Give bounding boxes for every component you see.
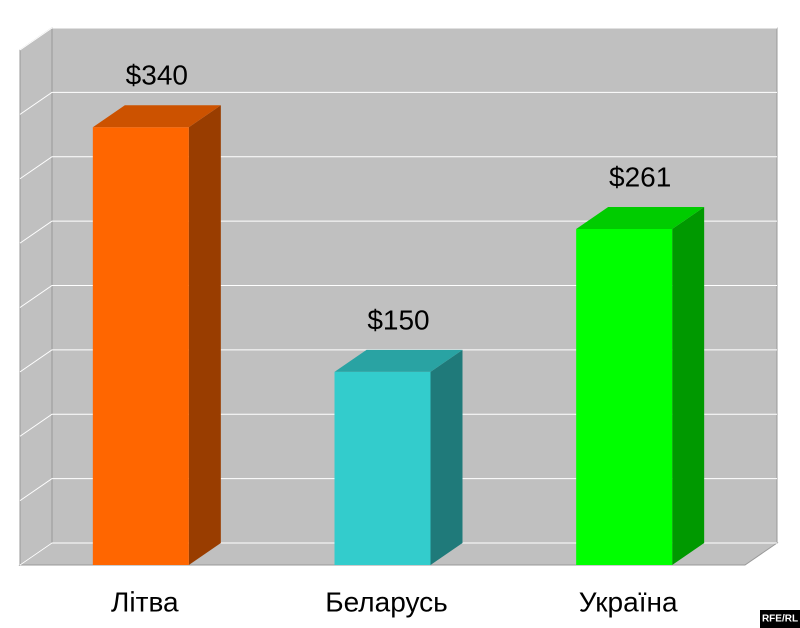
bar — [334, 349, 463, 565]
watermark-box — [760, 610, 800, 628]
bar-side — [188, 105, 221, 565]
bar — [576, 206, 705, 565]
grid-line — [19, 285, 777, 308]
bar-front — [334, 371, 431, 565]
bar-top — [576, 206, 705, 229]
grid-line — [19, 349, 777, 373]
x-tick-label: Беларусь — [325, 586, 447, 617]
value-label: $150 — [367, 304, 429, 335]
x-tick-label: Україна — [579, 586, 678, 617]
bar-top — [334, 349, 463, 372]
x-tick-label: Літва — [111, 586, 179, 617]
watermark: RFE/RL — [762, 614, 798, 625]
bar — [92, 105, 221, 565]
bar-front — [576, 228, 673, 565]
grid-line — [19, 478, 777, 502]
grid-line — [19, 91, 777, 115]
bar-side — [672, 206, 705, 565]
value-label: $261 — [609, 161, 671, 192]
grid-line — [19, 220, 777, 244]
bar-side — [430, 349, 463, 565]
bar-front — [92, 127, 189, 565]
value-label: $340 — [126, 60, 188, 91]
grid-line — [19, 156, 777, 180]
bar-top — [92, 105, 221, 128]
grid-line — [19, 413, 777, 437]
grid-line — [19, 27, 777, 51]
grid-line — [19, 542, 777, 566]
